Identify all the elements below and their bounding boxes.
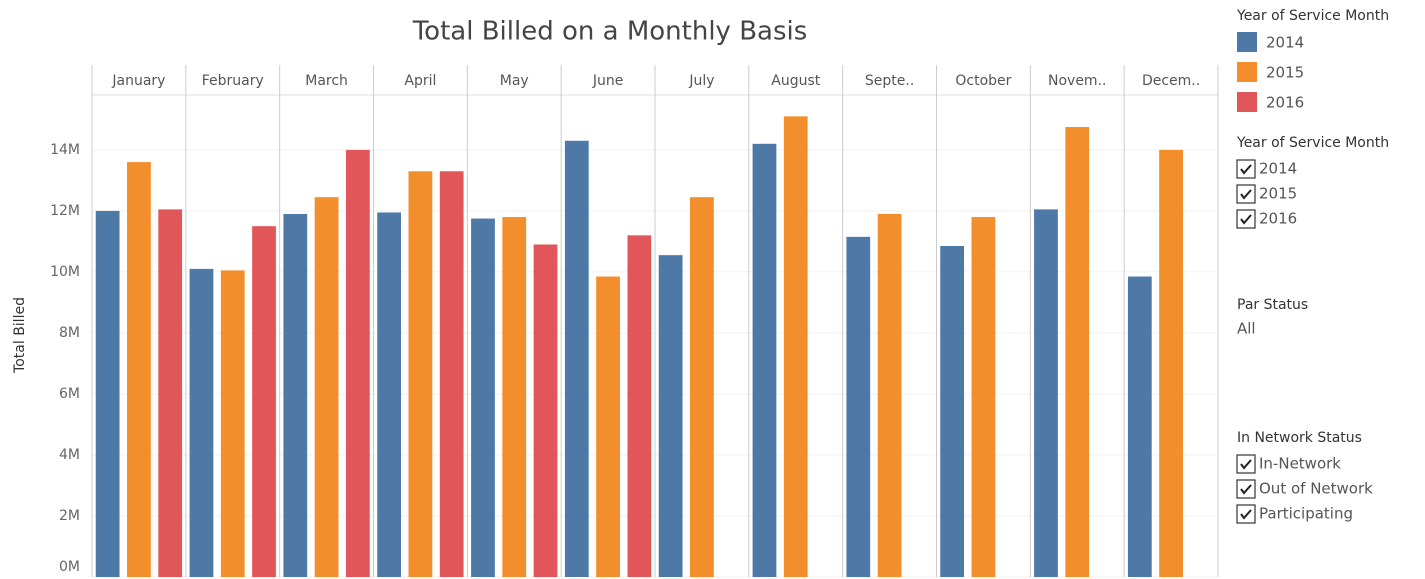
legend-label: 2015	[1266, 64, 1304, 82]
month-header: March	[305, 73, 348, 89]
bar	[658, 255, 683, 577]
month-header: Novem..	[1048, 73, 1106, 89]
filter-title: Par Status	[1237, 297, 1308, 313]
month-header: June	[592, 73, 624, 89]
checkmark	[1240, 214, 1252, 225]
filter-title: In Network Status	[1237, 430, 1362, 446]
month-header: May	[500, 73, 529, 89]
bar	[846, 236, 871, 577]
month-header: January	[111, 73, 165, 89]
legend-label: 2014	[1266, 34, 1304, 52]
y-tick-label: 12M	[50, 203, 80, 219]
y-tick-label: 14M	[50, 142, 80, 158]
month-header: Decem..	[1142, 73, 1200, 89]
bar	[627, 235, 652, 578]
y-tick-label: 6M	[59, 386, 80, 402]
filter-option[interactable]: Participating	[1259, 505, 1353, 523]
legend-swatch	[1237, 32, 1257, 52]
bar	[940, 246, 965, 577]
bar	[533, 244, 558, 577]
bar	[1065, 127, 1090, 577]
bar	[314, 197, 339, 577]
filter-option[interactable]: In-Network	[1259, 455, 1341, 473]
bar	[1034, 209, 1058, 577]
bar	[189, 268, 214, 577]
checkmark	[1240, 484, 1252, 495]
bar	[252, 226, 276, 577]
month-header: August	[771, 73, 821, 89]
bar	[877, 213, 902, 578]
bar	[95, 210, 120, 577]
bar	[564, 140, 589, 577]
y-axis-label: Total Billed	[12, 297, 28, 374]
bar	[971, 217, 996, 577]
checkbox[interactable]	[1236, 209, 1256, 229]
bar	[502, 217, 527, 577]
checkbox[interactable]	[1236, 454, 1256, 474]
month-header: February	[202, 73, 264, 89]
checkbox[interactable]	[1236, 479, 1256, 499]
bar	[1127, 276, 1152, 577]
bar	[220, 270, 245, 577]
bar	[127, 162, 151, 577]
checkmark	[1240, 459, 1252, 470]
y-tick-label: 0M	[59, 559, 80, 575]
legend-title: Year of Service Month	[1236, 8, 1389, 24]
legend-label: 2016	[1266, 94, 1304, 112]
bar	[377, 212, 402, 577]
chart-title: Total Billed on a Monthly Basis	[412, 17, 808, 47]
checkmark	[1240, 164, 1252, 175]
filter-value[interactable]: All	[1237, 320, 1256, 338]
y-tick-label: 2M	[59, 508, 80, 524]
filter-option[interactable]: 2015	[1259, 185, 1297, 203]
checkbox[interactable]	[1236, 184, 1256, 204]
bar	[283, 213, 308, 578]
y-tick-label: 4M	[59, 447, 80, 463]
month-header: Septe..	[865, 73, 914, 89]
checkbox[interactable]	[1236, 504, 1256, 524]
filter-option[interactable]: Out of Network	[1259, 480, 1373, 498]
y-tick-label: 8M	[59, 325, 80, 341]
bar	[408, 171, 433, 578]
y-tick-label: 10M	[50, 264, 80, 280]
legend-swatch	[1237, 62, 1257, 82]
filter-option[interactable]: 2014	[1259, 160, 1297, 178]
checkmark	[1240, 189, 1252, 200]
bar	[1159, 149, 1183, 578]
bar	[752, 143, 777, 577]
month-header: October	[955, 73, 1011, 89]
bar	[783, 116, 808, 577]
month-header: April	[404, 73, 436, 89]
bar	[471, 218, 495, 577]
bar	[596, 276, 620, 577]
month-header: July	[688, 73, 714, 89]
bar	[439, 171, 464, 578]
bar	[690, 197, 714, 577]
bar	[345, 149, 370, 578]
filter-option[interactable]: 2016	[1259, 210, 1297, 228]
checkbox[interactable]	[1236, 159, 1256, 179]
legend-swatch	[1237, 92, 1257, 112]
filter-title: Year of Service Month	[1236, 135, 1389, 151]
bar	[158, 209, 183, 577]
checkmark	[1240, 509, 1252, 520]
